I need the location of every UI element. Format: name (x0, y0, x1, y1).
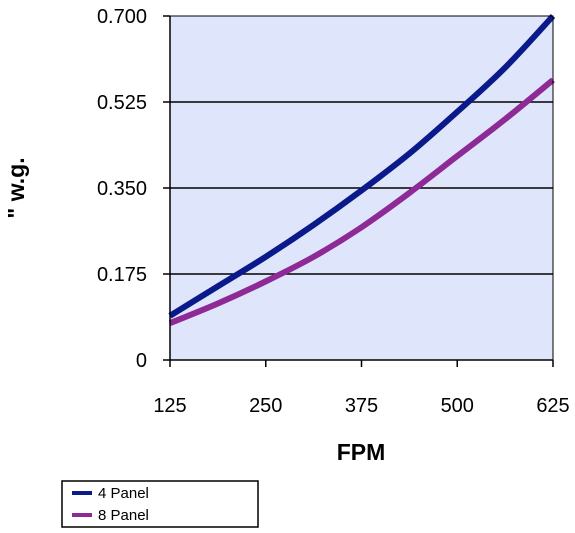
y-tick-label: 0.525 (97, 92, 147, 114)
series-line-8-panel (168, 77, 555, 326)
y-tick-labels: 0 0.175 0.350 0.525 0.700 (97, 6, 170, 372)
x-tick-label: 375 (345, 395, 378, 417)
y-axis-title: " w.g. (3, 157, 29, 218)
legend: 4 Panel 8 Panel (61, 480, 259, 528)
x-tick-labels: 125 250 375 500 625 (153, 360, 570, 417)
series-group (168, 13, 556, 326)
x-axis-title: FPM (337, 439, 386, 465)
x-tick-label: 125 (153, 395, 186, 417)
legend-label-4-panel: 4 Panel (98, 485, 149, 502)
x-tick-label: 250 (249, 395, 282, 417)
y-tick-label: 0.700 (97, 6, 147, 28)
legend-box (61, 480, 259, 528)
y-tick-label: 0.350 (97, 178, 147, 200)
legend-label-8-panel: 8 Panel (98, 507, 149, 524)
series-line-4-panel (168, 13, 556, 319)
x-tick-label: 500 (441, 395, 474, 417)
y-tick-label: 0 (136, 350, 147, 372)
y-tick-label: 0.175 (97, 264, 147, 286)
x-tick-label: 625 (536, 395, 569, 417)
